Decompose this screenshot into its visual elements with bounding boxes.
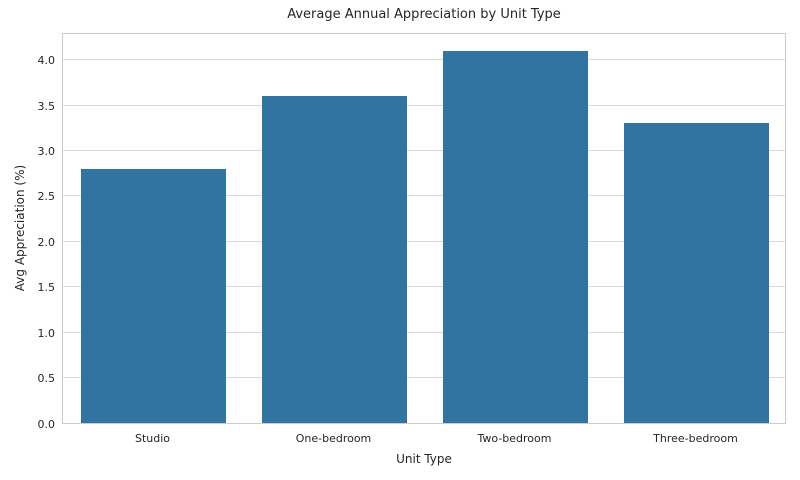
bar-two-bedroom <box>443 50 588 423</box>
gridline <box>63 195 785 197</box>
x-axis-label: Unit Type <box>396 452 452 466</box>
gridline <box>63 104 785 106</box>
gridline <box>63 331 785 333</box>
plot-area <box>62 33 786 424</box>
y-tick-label: 2.0 <box>37 235 56 249</box>
y-tick-label: 3.0 <box>37 145 56 159</box>
x-tick-label: Three-bedroom <box>653 432 738 445</box>
y-tick-label: 0.5 <box>37 372 56 386</box>
x-tick-label: Studio <box>134 432 171 445</box>
bar-three-bedroom <box>624 123 769 423</box>
bar-one-bedroom <box>262 96 407 423</box>
y-tick-label: 0.0 <box>37 417 56 431</box>
y-axis-label: Avg Appreciation (%) <box>13 164 27 292</box>
y-tick-label: 4.0 <box>37 54 56 68</box>
bar-studio <box>81 168 226 423</box>
gridline <box>63 240 785 242</box>
gridline <box>63 59 785 61</box>
gridline <box>63 286 785 288</box>
x-tick-label: Two-bedroom <box>477 432 552 445</box>
y-tick-label: 1.5 <box>37 281 56 295</box>
y-tick-label: 2.5 <box>37 190 56 204</box>
y-tick-label: 3.5 <box>37 99 56 113</box>
x-tick-label: One-bedroom <box>295 432 372 445</box>
gridline <box>63 377 785 379</box>
chart-title: Average Annual Appreciation by Unit Type <box>287 7 561 22</box>
gridline <box>63 150 785 152</box>
y-tick-label: 1.0 <box>37 326 56 340</box>
